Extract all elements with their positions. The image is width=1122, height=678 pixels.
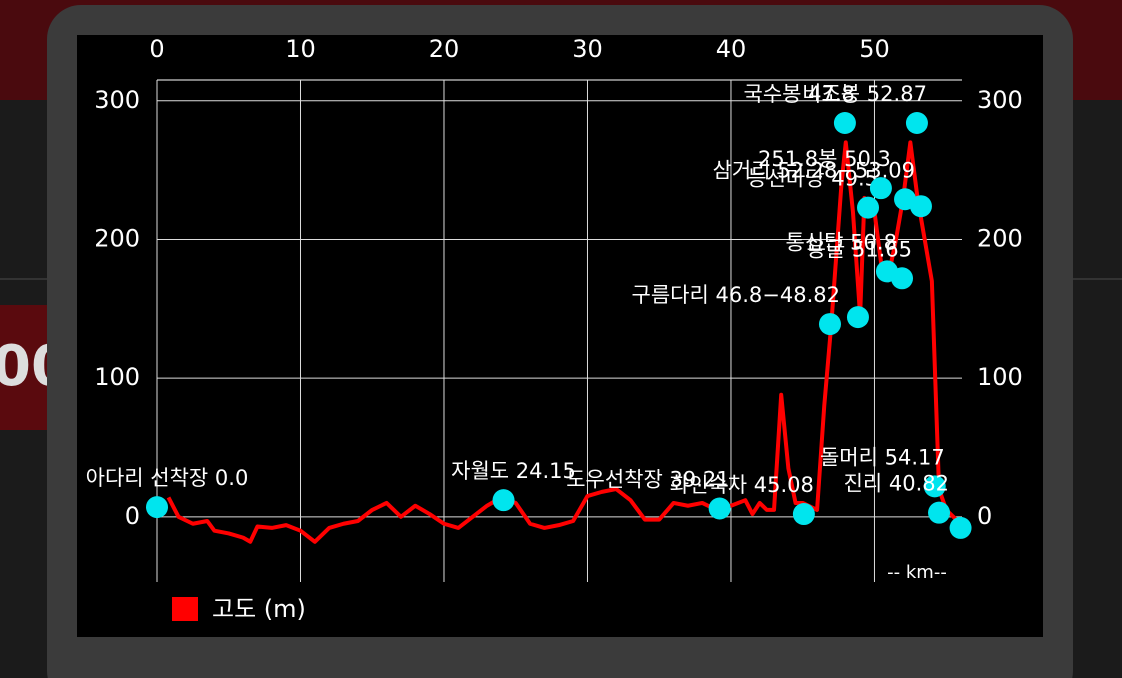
waypoint-label: 돌머리 54.17 — [820, 445, 945, 469]
waypoint-label: 251.8봉 50.3 — [758, 147, 891, 171]
chart: 0 10 20 30 40 50 0 0 100 100 200 200 300 300 -- km-- 고도… — [86, 35, 1023, 623]
waypoint — [146, 496, 168, 519]
legend-label: 고도 (m) — [212, 595, 306, 623]
x-tick-label: 0 — [149, 35, 164, 63]
waypoint — [909, 195, 932, 218]
x-tick-label: 20 — [429, 35, 460, 63]
waypoint — [928, 501, 951, 524]
waypoint — [857, 196, 880, 219]
legend-swatch — [172, 597, 198, 621]
waypoint-label: 아다리 선착장 0.0 — [86, 466, 249, 490]
waypoint — [869, 177, 892, 200]
waypoint — [792, 503, 815, 526]
waypoint — [818, 313, 841, 336]
x-tick-label: 50 — [859, 35, 890, 63]
y2-tick-label: 200 — [977, 224, 1023, 252]
waypoint — [846, 306, 869, 329]
waypoint-label: 화인숙차 45.08 — [670, 473, 814, 497]
waypoint-label: 국수봉 47.8 — [744, 82, 855, 106]
waypoint — [949, 516, 972, 539]
waypoint-label: 통신탑 50.8 — [786, 230, 897, 254]
y-tick-label: 100 — [94, 363, 140, 391]
waypoint-label: 비조봉 52.87 — [802, 82, 927, 106]
x-axis-label: -- km-- — [887, 562, 947, 583]
chart-area — [77, 35, 1043, 637]
x-tick-label: 10 — [285, 35, 316, 63]
waypoint — [905, 111, 928, 134]
waypoint-label: 구름다리 46.8−48.82 — [632, 283, 840, 307]
y-tick-label: 0 — [125, 502, 140, 530]
y-tick-label: 300 — [94, 86, 140, 114]
waypoint — [833, 111, 856, 134]
waypoint-label: 능선마당 49.5 — [747, 167, 878, 191]
waypoint — [923, 475, 946, 498]
y2-tick-label: 0 — [977, 502, 992, 530]
y-tick-label: 200 — [94, 224, 140, 252]
x-tick-label: 30 — [572, 35, 603, 63]
elevation-line — [166, 140, 962, 544]
waypoint — [891, 267, 914, 290]
x-tick-label: 40 — [716, 35, 747, 63]
waypoint — [708, 497, 731, 520]
waypoint-label: 도우선착장 39.21 — [566, 468, 729, 492]
waypoint-label: 진리 40.82 — [844, 472, 949, 496]
waypoint-label: 용굴 51.65 — [807, 237, 912, 261]
waypoint — [492, 489, 515, 512]
waypoint-label: 자월도 24.15 — [451, 459, 576, 483]
y2-tick-label: 300 — [977, 86, 1023, 114]
y2-tick-label: 100 — [977, 363, 1023, 391]
waypoint-label: 삼거리 52.28−53.09 — [713, 158, 915, 182]
